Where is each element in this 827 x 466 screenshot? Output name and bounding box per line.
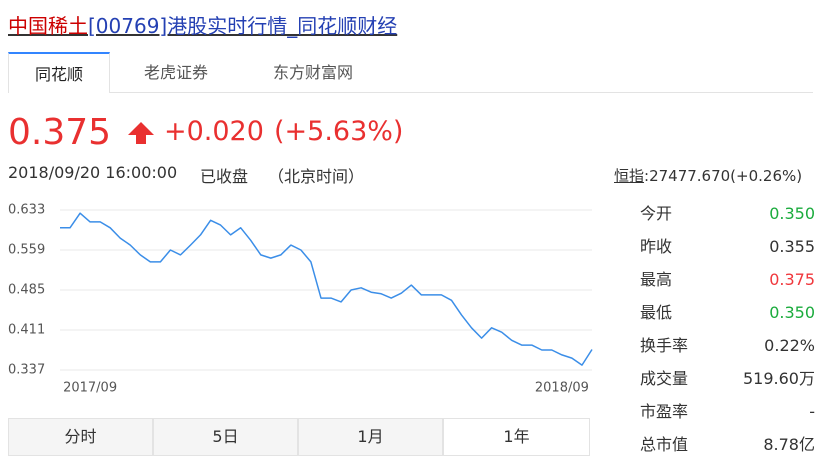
stat-label: 成交量: [640, 369, 689, 388]
stat-value: 0.355: [769, 237, 815, 256]
stock-name[interactable]: 中国稀土: [8, 14, 88, 38]
y-tick-label: 0.485: [8, 283, 45, 298]
source-tab[interactable]: 同花顺: [8, 52, 110, 93]
stat-row: 最低 0.350: [640, 298, 815, 328]
stat-value: 0.350: [769, 303, 815, 322]
period-tabs: 分时 5日 1月 1年: [8, 418, 590, 456]
stat-value: 519.60万: [743, 369, 815, 388]
period-tab[interactable]: 1年: [443, 418, 590, 456]
stat-row: 昨收 0.355: [640, 232, 815, 262]
stat-value: 0.350: [769, 204, 815, 223]
index-link[interactable]: 恒指: [614, 167, 645, 185]
title-rest[interactable]: [00769]港股实时行情_同花顺财经: [88, 14, 398, 38]
change-pct: (+5.63%): [274, 116, 404, 147]
price-line: [60, 212, 593, 366]
stat-row: 总市值 8.78亿: [640, 430, 815, 460]
change: +0.020: [164, 116, 264, 147]
stat-value: -: [809, 402, 815, 421]
stat-row: 今开 0.350: [640, 199, 815, 229]
price-chart: 0.633 0.559 0.485 0.411 0.337 2017/09 2018/09: [8, 203, 593, 396]
source-tab[interactable]: 老虎证券: [143, 63, 208, 82]
stat-value: 8.78亿: [763, 435, 815, 454]
source-tabs: 同花顺 老虎证券 东方财富网: [8, 52, 813, 93]
y-tick-label: 0.411: [8, 323, 45, 338]
page-title[interactable]: 中国稀土[00769]港股实时行情_同花顺财经: [8, 10, 397, 39]
stat-label: 最高: [640, 270, 673, 289]
stat-label: 今开: [640, 204, 673, 223]
index-quote: 恒指:27477.670(+0.26%): [614, 165, 802, 186]
timezone: （北京时间）: [268, 167, 365, 186]
y-tick-label: 0.559: [8, 243, 45, 258]
index-value: :27477.670(+0.26%): [644, 167, 803, 185]
x-tick-label: 2017/09: [63, 381, 117, 396]
source-tab[interactable]: 东方财富网: [272, 63, 353, 82]
stat-row: 市盈率 -: [640, 397, 815, 427]
y-tick-label: 0.633: [8, 203, 45, 218]
period-tab[interactable]: 分时: [8, 418, 153, 456]
up-arrow: [128, 122, 154, 144]
period-tab[interactable]: 5日: [153, 418, 298, 456]
period-tab[interactable]: 1月: [298, 418, 443, 456]
price: 0.375: [8, 112, 112, 153]
market-status: 已收盘: [200, 167, 249, 186]
stat-row: 换手率 0.22%: [640, 331, 815, 361]
stat-label: 市盈率: [640, 402, 689, 421]
stat-value: 0.375: [769, 270, 815, 289]
stat-row: 成交量 519.60万: [640, 364, 815, 394]
stat-label: 总市值: [640, 435, 689, 454]
stat-label: 昨收: [640, 237, 673, 256]
quote-time: 2018/09/20 16:00:00: [8, 163, 178, 182]
stat-label: 换手率: [640, 336, 689, 355]
x-tick-label: 2018/09: [535, 381, 589, 396]
stat-label: 最低: [640, 303, 673, 322]
stat-value: 0.22%: [764, 336, 815, 355]
stat-row: 最高 0.375: [640, 265, 815, 295]
y-tick-label: 0.337: [8, 363, 45, 378]
